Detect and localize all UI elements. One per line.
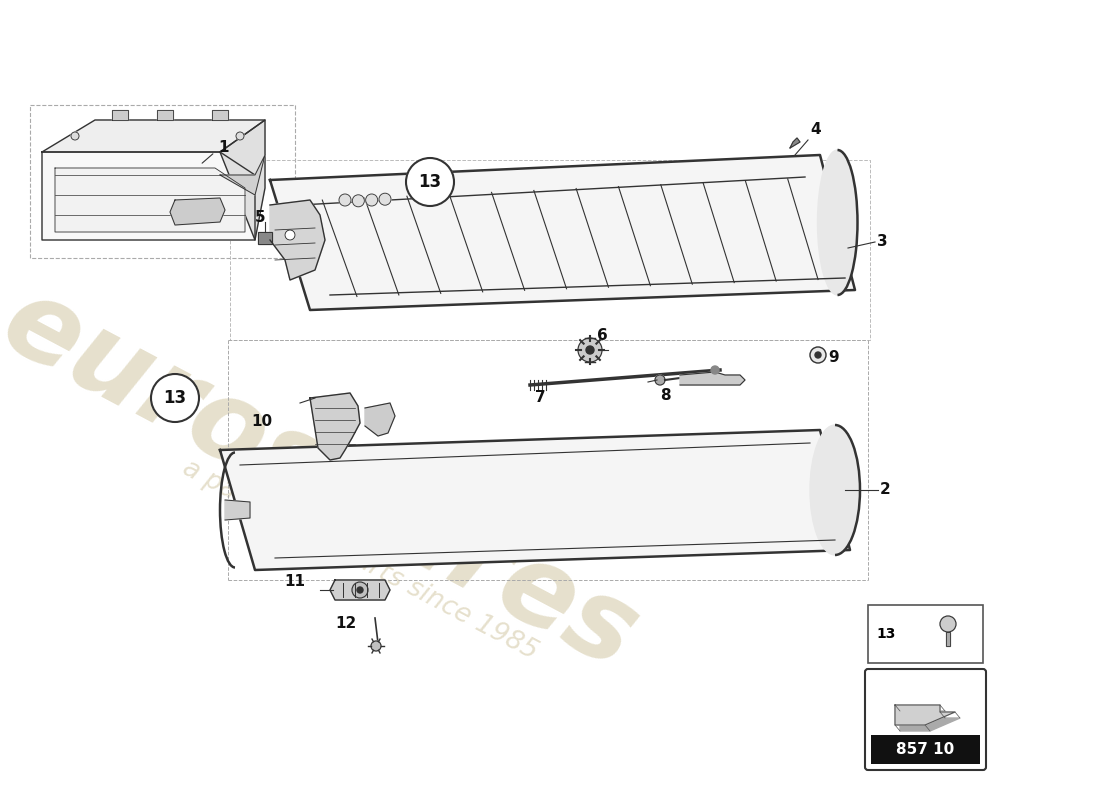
Circle shape xyxy=(358,587,363,593)
Polygon shape xyxy=(365,403,395,436)
Circle shape xyxy=(285,230,295,240)
FancyBboxPatch shape xyxy=(871,735,980,764)
FancyBboxPatch shape xyxy=(868,605,983,663)
Polygon shape xyxy=(220,155,265,195)
Text: 3: 3 xyxy=(877,234,888,250)
Circle shape xyxy=(365,194,377,206)
Polygon shape xyxy=(270,200,324,280)
Circle shape xyxy=(586,346,594,354)
Circle shape xyxy=(236,132,244,140)
Polygon shape xyxy=(226,500,250,520)
Circle shape xyxy=(406,158,454,206)
Circle shape xyxy=(815,352,821,358)
Polygon shape xyxy=(680,372,745,385)
Ellipse shape xyxy=(810,425,860,555)
Circle shape xyxy=(352,582,368,598)
Circle shape xyxy=(578,338,602,362)
Polygon shape xyxy=(55,168,245,232)
FancyBboxPatch shape xyxy=(865,669,986,770)
Text: 11: 11 xyxy=(284,574,305,590)
Circle shape xyxy=(339,194,351,206)
Polygon shape xyxy=(790,138,800,148)
Polygon shape xyxy=(157,110,173,120)
Circle shape xyxy=(72,132,79,140)
Text: 6: 6 xyxy=(597,329,607,343)
Text: 8: 8 xyxy=(660,387,671,402)
Text: 10: 10 xyxy=(251,414,272,430)
Bar xyxy=(258,232,272,244)
Polygon shape xyxy=(220,120,265,240)
Bar xyxy=(946,632,950,646)
Text: 9: 9 xyxy=(828,350,838,366)
Circle shape xyxy=(352,194,364,206)
Text: 13: 13 xyxy=(164,389,187,407)
Text: 5: 5 xyxy=(255,210,265,226)
Polygon shape xyxy=(900,711,960,731)
Circle shape xyxy=(940,616,956,632)
Text: eurospares: eurospares xyxy=(0,268,656,692)
Polygon shape xyxy=(220,430,850,570)
Text: 7: 7 xyxy=(535,390,546,406)
Polygon shape xyxy=(895,705,955,725)
Text: a passion for parts since 1985: a passion for parts since 1985 xyxy=(178,455,542,665)
Polygon shape xyxy=(112,110,128,120)
Text: 2: 2 xyxy=(880,482,891,498)
Bar xyxy=(258,232,272,244)
Text: 1: 1 xyxy=(218,141,229,155)
Polygon shape xyxy=(330,580,390,600)
Polygon shape xyxy=(270,155,855,310)
Circle shape xyxy=(151,374,199,422)
Text: 12: 12 xyxy=(336,615,358,630)
Bar xyxy=(946,632,950,646)
Polygon shape xyxy=(170,198,226,225)
Polygon shape xyxy=(310,393,360,460)
Text: 857 10: 857 10 xyxy=(895,742,954,757)
Polygon shape xyxy=(42,120,265,152)
Polygon shape xyxy=(42,152,255,240)
Ellipse shape xyxy=(817,150,858,295)
Text: 13: 13 xyxy=(418,173,441,191)
Circle shape xyxy=(810,347,826,363)
Text: 13: 13 xyxy=(876,627,895,641)
Text: 4: 4 xyxy=(810,122,821,138)
Circle shape xyxy=(711,366,719,374)
Circle shape xyxy=(371,641,381,651)
Circle shape xyxy=(654,375,666,385)
Polygon shape xyxy=(212,110,228,120)
Circle shape xyxy=(379,194,390,206)
